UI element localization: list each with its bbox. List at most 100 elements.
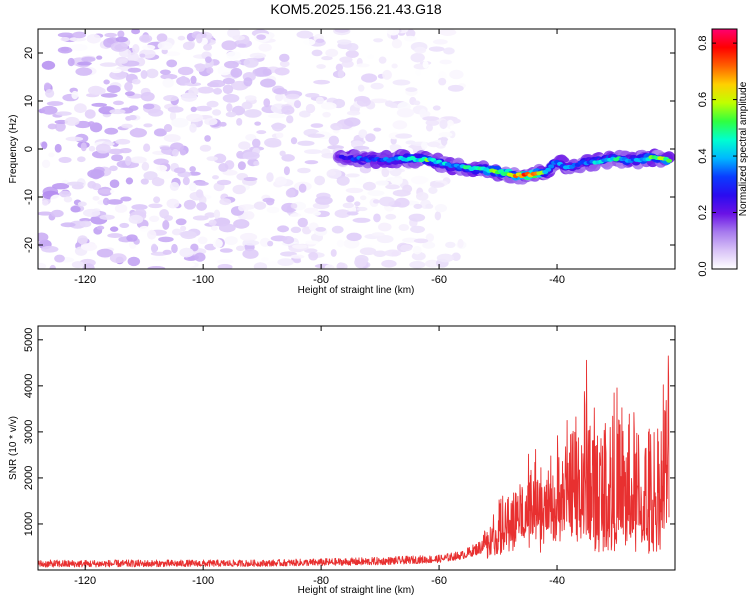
spectrogram-noise-cell <box>356 63 370 68</box>
figure-title: KOM5.2025.156.21.43.G18 <box>270 1 441 17</box>
spectrogram-noise-cell <box>359 195 367 201</box>
colorbar-tick-label: 0.0 <box>697 261 709 276</box>
spectrogram-noise-cell <box>109 109 126 115</box>
spectrogram-noise-cell <box>307 133 325 138</box>
spectrogram-noise-cell <box>274 67 290 76</box>
spectrogram-noise-cell <box>345 50 359 59</box>
spectrogram-noise-cell <box>119 222 130 229</box>
spectrogram-noise-cell <box>336 262 348 269</box>
spectrogram-noise-cell <box>425 259 440 268</box>
spectrogram-noise-cell <box>391 63 398 69</box>
spectrogram-noise-cell <box>314 175 326 186</box>
spectrogram-noise-cell <box>440 135 448 146</box>
spectrogram-noise-cell <box>147 108 164 117</box>
spectrogram-noise-cell <box>182 176 190 186</box>
spectrogram-noise-cell <box>127 256 141 267</box>
spectrogram-noise-cell <box>120 196 132 202</box>
spectrogram-noise-cell <box>91 87 106 95</box>
colorbar-frame <box>711 28 738 270</box>
spectrogram-noise-cell <box>400 244 413 252</box>
spectrogram-noise-cell <box>130 156 147 164</box>
spectrogram-noise-cell <box>163 134 181 143</box>
spectrogram-noise-cell <box>394 197 410 208</box>
spectrogram-noise-cell <box>70 43 88 52</box>
spectrogram-noise-cell <box>119 147 132 154</box>
spectrogram-noise-cell <box>180 231 197 240</box>
spectrogram-y-tick-label: -20 <box>23 237 35 253</box>
spectrogram-noise-cell <box>106 85 121 94</box>
snr-y-tick-label: 3000 <box>23 420 35 444</box>
spectrogram-noise-cell <box>242 151 260 160</box>
spectrogram-noise-cell <box>179 247 194 258</box>
colorbar-tick-label: 0.8 <box>697 35 709 50</box>
spectrogram-noise-cell <box>216 259 234 265</box>
spectrogram-noise-cell <box>410 175 428 185</box>
spectrogram-noise-cell <box>110 41 128 52</box>
spectrogram-ridge-core <box>666 158 673 163</box>
spectrogram-noise-cell <box>171 117 189 128</box>
spectrogram-noise-cell <box>67 57 75 67</box>
spectrogram-noise-cell <box>204 56 212 64</box>
spectrogram-x-tick-label: -120 <box>74 274 96 286</box>
spectrogram-noise-cell <box>219 198 232 206</box>
spectrogram-noise-cell <box>50 194 63 204</box>
spectrogram-noise-cell <box>367 54 375 60</box>
spectrogram-noise-cell <box>438 71 447 81</box>
spectrogram-noise-cell <box>316 64 326 69</box>
spectrogram-noise-cell <box>324 264 335 269</box>
spectrogram-noise-cell <box>204 212 216 218</box>
colorbar-tick-label: 0.4 <box>697 148 709 163</box>
spectrogram-noise-cell <box>95 143 111 154</box>
spectrogram-noise-cell <box>275 176 287 186</box>
colorbar-label: Normalized spectral amplitude <box>738 81 749 216</box>
spectrogram-noise-cell <box>162 78 174 88</box>
spectrogram-noise-cell <box>60 36 70 42</box>
spectrogram-noise-cell <box>362 181 376 191</box>
spectrogram-noise-cell <box>179 75 188 86</box>
spectrogram-y-tick-label: 0 <box>23 146 35 152</box>
spectrogram-noise-cell <box>54 143 62 153</box>
spectrogram-noise-cell <box>405 87 418 92</box>
spectrogram-noise-cell <box>279 150 286 157</box>
spectrogram-noise-cell <box>65 136 84 142</box>
spectrogram-noise-cell <box>414 46 427 54</box>
spectrogram-noise-cell <box>335 63 343 72</box>
spectrogram-noise-cell <box>87 180 97 189</box>
spectrogram-noise-cell <box>88 121 95 127</box>
spectrogram-noise-cell <box>197 236 208 245</box>
spectrogram-noise-cell <box>339 56 353 63</box>
spectrogram-noise-cell <box>158 236 174 243</box>
snr-plot-area <box>38 326 675 570</box>
spectrogram-noise-cell <box>171 243 178 254</box>
spectrogram-noise-cell <box>82 263 95 269</box>
spectrogram-noise-cell <box>46 101 64 107</box>
spectrogram-noise-cell <box>190 75 197 84</box>
spectrogram-noise-cell <box>140 91 155 102</box>
spectrogram-noise-cell <box>266 206 280 214</box>
spectrogram-noise-cell <box>132 43 140 54</box>
spectrogram-noise-cell <box>449 69 464 80</box>
spectrogram-noise-cell <box>434 203 447 213</box>
spectrogram-noise-cell <box>112 100 124 106</box>
spectrogram-noise-cell <box>173 167 186 174</box>
spectrogram-noise-cell <box>150 256 167 261</box>
spectrogram-noise-cell <box>298 183 307 193</box>
spectrogram-noise-cell <box>303 38 316 46</box>
colorbar-scale <box>712 29 737 269</box>
spectrogram-noise-cell <box>153 128 167 137</box>
spectrogram-noise-cell <box>195 105 212 112</box>
spectrogram-noise-cell <box>382 69 392 80</box>
spectrogram-noise-cell <box>258 43 272 52</box>
spectrogram-noise-cell <box>212 87 223 95</box>
spectrogram-noise-cell <box>244 95 257 101</box>
spectrogram-noise-cell <box>384 100 394 107</box>
spectrogram-noise-cell <box>346 110 361 116</box>
spectrogram-noise-cell <box>260 78 276 88</box>
spectrogram-noise-cell <box>96 55 103 60</box>
spectrogram-noise-cell <box>188 86 199 96</box>
spectrogram-noise-cell <box>125 155 132 166</box>
spectrogram-noise-cell <box>203 44 213 51</box>
spectrogram-noise-cell <box>157 41 173 51</box>
spectrogram-noise-cell <box>375 180 389 186</box>
